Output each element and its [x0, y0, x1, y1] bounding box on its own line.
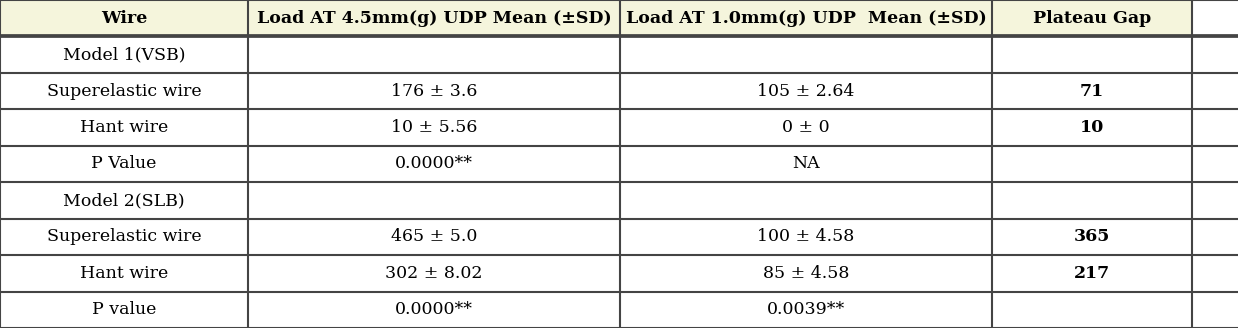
Bar: [248, 36, 620, 73]
Bar: [992, 182, 1192, 219]
Bar: [620, 73, 992, 109]
Text: Superelastic wire: Superelastic wire: [47, 228, 202, 245]
Text: 302 ± 8.02: 302 ± 8.02: [385, 265, 483, 282]
Text: 10: 10: [1080, 119, 1104, 136]
Bar: [992, 292, 1192, 328]
Bar: [620, 255, 992, 292]
Bar: [0, 109, 248, 146]
Text: Load AT 1.0mm(g) UDP  Mean (±SD): Load AT 1.0mm(g) UDP Mean (±SD): [625, 10, 987, 27]
Text: 217: 217: [1073, 265, 1110, 282]
Bar: [248, 109, 620, 146]
Bar: [0, 219, 248, 255]
Text: 0.0039**: 0.0039**: [766, 301, 846, 318]
Text: Model 2(SLB): Model 2(SLB): [63, 192, 184, 209]
Bar: [0, 182, 248, 219]
Bar: [248, 255, 620, 292]
Bar: [620, 219, 992, 255]
Text: P value: P value: [92, 301, 156, 318]
Bar: [992, 109, 1192, 146]
Text: 100 ± 4.58: 100 ± 4.58: [758, 228, 854, 245]
Bar: [620, 109, 992, 146]
Text: 0.0000**: 0.0000**: [395, 155, 473, 173]
Text: 105 ± 2.64: 105 ± 2.64: [758, 83, 854, 100]
Bar: [0, 0, 248, 36]
Bar: [248, 0, 620, 36]
Text: 365: 365: [1073, 228, 1110, 245]
Text: Superelastic wire: Superelastic wire: [47, 83, 202, 100]
Bar: [992, 73, 1192, 109]
Text: 0.0000**: 0.0000**: [395, 301, 473, 318]
Bar: [248, 292, 620, 328]
Text: Model 1(VSB): Model 1(VSB): [63, 46, 186, 63]
Bar: [0, 255, 248, 292]
Text: 465 ± 5.0: 465 ± 5.0: [391, 228, 477, 245]
Bar: [620, 292, 992, 328]
Bar: [248, 73, 620, 109]
Bar: [992, 0, 1192, 36]
Bar: [992, 36, 1192, 73]
Bar: [992, 255, 1192, 292]
Bar: [992, 219, 1192, 255]
Bar: [0, 73, 248, 109]
Text: Plateau Gap: Plateau Gap: [1032, 10, 1151, 27]
Text: NA: NA: [792, 155, 820, 173]
Text: Wire: Wire: [100, 10, 147, 27]
Text: Load AT 4.5mm(g) UDP Mean (±SD): Load AT 4.5mm(g) UDP Mean (±SD): [256, 10, 612, 27]
Bar: [248, 182, 620, 219]
Text: 176 ± 3.6: 176 ± 3.6: [391, 83, 477, 100]
Text: Hant wire: Hant wire: [80, 265, 168, 282]
Text: P Value: P Value: [92, 155, 157, 173]
Bar: [0, 146, 248, 182]
Text: 71: 71: [1080, 83, 1104, 100]
Bar: [620, 0, 992, 36]
Text: Hant wire: Hant wire: [80, 119, 168, 136]
Bar: [0, 292, 248, 328]
Bar: [620, 182, 992, 219]
Bar: [248, 146, 620, 182]
Text: 10 ± 5.56: 10 ± 5.56: [391, 119, 477, 136]
Text: 85 ± 4.58: 85 ± 4.58: [763, 265, 849, 282]
Bar: [248, 219, 620, 255]
Text: 0 ± 0: 0 ± 0: [782, 119, 829, 136]
Bar: [992, 146, 1192, 182]
Bar: [620, 36, 992, 73]
Bar: [0, 36, 248, 73]
Bar: [620, 146, 992, 182]
